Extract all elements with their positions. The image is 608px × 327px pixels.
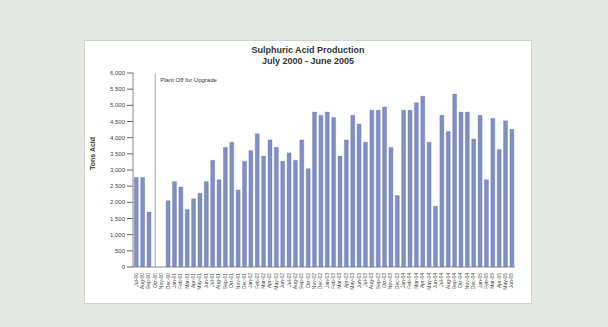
svg-text:4,000: 4,000 [110,135,126,141]
svg-text:Nov-00: Nov-00 [158,273,164,289]
svg-text:Oct-02: Oct-02 [305,273,311,288]
svg-text:Apr-01: Apr-01 [190,273,196,288]
svg-text:May-01: May-01 [196,273,202,290]
svg-text:0: 0 [122,264,126,270]
svg-text:Sep-00: Sep-00 [145,273,151,289]
svg-text:Oct-01: Oct-01 [228,273,234,288]
svg-text:1,500: 1,500 [110,216,126,222]
svg-text:Aug-03: Aug-03 [368,273,374,289]
svg-text:5,500: 5,500 [110,86,126,92]
svg-text:4,500: 4,500 [110,119,126,125]
svg-text:Jun-03: Jun-03 [356,273,362,289]
svg-text:Mar-02: Mar-02 [260,273,266,289]
svg-text:Apr-02: Apr-02 [266,273,272,288]
svg-text:Feb-03: Feb-03 [330,273,336,289]
svg-text:Mar-04: Mar-04 [413,273,419,289]
svg-text:3,500: 3,500 [110,151,126,157]
svg-text:Feb-01: Feb-01 [177,273,183,289]
svg-text:Jan-02: Jan-02 [247,273,253,289]
svg-text:Sep-04: Sep-04 [451,273,457,289]
svg-text:Nov-04: Nov-04 [464,273,470,289]
svg-text:Apr-04: Apr-04 [419,273,425,288]
svg-text:Feb-05: Feb-05 [483,273,489,289]
svg-text:3,000: 3,000 [110,167,126,173]
svg-text:Jul-02: Jul-02 [286,273,292,287]
svg-text:Sep-01: Sep-01 [222,273,228,289]
svg-text:Jun-05: Jun-05 [508,273,514,289]
svg-text:Oct-03: Oct-03 [381,273,387,288]
svg-text:Jan-04: Jan-04 [400,273,406,289]
svg-text:Apr-03: Apr-03 [343,273,349,288]
svg-text:Jan-03: Jan-03 [324,273,330,289]
svg-text:Aug-00: Aug-00 [139,273,145,289]
svg-text:Jul-00: Jul-00 [133,273,139,287]
svg-text:Plant Off for Upgrade: Plant Off for Upgrade [160,77,217,83]
svg-text:2,500: 2,500 [110,183,126,189]
svg-text:Dec-01: Dec-01 [241,273,247,289]
svg-text:Jan-01: Jan-01 [171,273,177,289]
svg-text:Dec-00: Dec-00 [165,273,171,289]
svg-text:Dec-02: Dec-02 [317,273,323,289]
svg-text:Nov-01: Nov-01 [235,273,241,289]
svg-text:1,000: 1,000 [110,232,126,238]
svg-text:Jun-02: Jun-02 [279,273,285,289]
svg-text:Dec-04: Dec-04 [470,273,476,289]
svg-text:Sep-02: Sep-02 [298,273,304,289]
svg-text:May-04: May-04 [426,273,432,290]
svg-text:5,000: 5,000 [110,102,126,108]
svg-text:Jan-05: Jan-05 [477,273,483,289]
svg-text:Jun-01: Jun-01 [203,273,209,289]
svg-text:May-03: May-03 [349,273,355,290]
svg-text:Jun-04: Jun-04 [432,273,438,289]
svg-text:Jul-03: Jul-03 [362,273,368,287]
svg-text:Nov-02: Nov-02 [311,273,317,289]
svg-text:May-05: May-05 [502,273,508,290]
svg-text:Feb-02: Feb-02 [254,273,260,289]
svg-text:Apr-05: Apr-05 [496,273,502,288]
svg-text:Jul-04: Jul-04 [438,273,444,287]
svg-text:Dec-03: Dec-03 [394,273,400,289]
svg-text:Oct-04: Oct-04 [457,273,463,288]
svg-text:2,000: 2,000 [110,199,126,205]
html-text:Sulphuric Acid Production: Sulphuric Acid Production [251,45,365,55]
svg-text:Mar-01: Mar-01 [184,273,190,289]
svg-text:Aug-02: Aug-02 [292,273,298,289]
svg-text:6,000: 6,000 [110,70,126,76]
svg-text:Mar-05: Mar-05 [489,273,495,289]
svg-text:Jul-01: Jul-01 [209,273,215,287]
svg-text:Feb-04: Feb-04 [407,273,413,289]
svg-text:Oct-00: Oct-00 [152,273,158,288]
svg-text:500: 500 [115,248,126,254]
svg-text:Tons Acid: Tons Acid [89,137,96,170]
svg-text:Sep-03: Sep-03 [375,273,381,289]
svg-text:Aug-01: Aug-01 [216,273,222,289]
svg-text:Aug-04: Aug-04 [445,273,451,289]
svg-text:May-02: May-02 [273,273,279,290]
svg-text:Mar-03: Mar-03 [336,273,342,289]
svg-text:Nov-03: Nov-03 [387,273,393,289]
html-text:July 2000 - June 2005: July 2000 - June 2005 [262,56,354,66]
